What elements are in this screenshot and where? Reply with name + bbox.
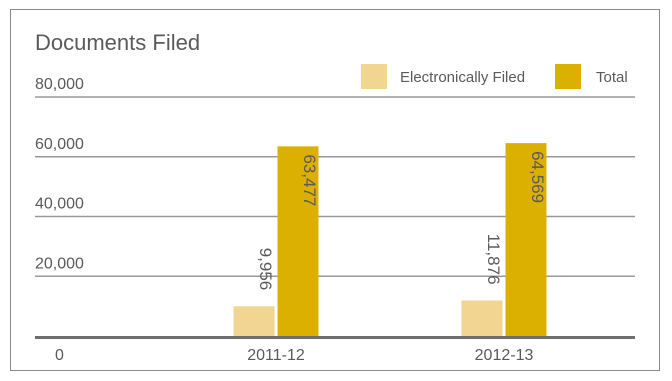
y-axis: 0 20,000 40,000 60,000 80,000 bbox=[35, 76, 84, 364]
legend-label: Total bbox=[596, 69, 628, 86]
legend-label: Electronically Filed bbox=[400, 69, 525, 86]
bar-electronically-filed-2012-13 bbox=[461, 300, 503, 336]
chart-title: Documents Filed bbox=[35, 30, 200, 55]
x-tick-label: 2012-13 bbox=[475, 347, 534, 364]
x-tick-label: 2011-12 bbox=[247, 347, 305, 364]
data-label: 64,569 bbox=[528, 151, 547, 203]
bar-total-2011-12 bbox=[277, 146, 319, 336]
chart-bars: 9,956 63,477 11,876 64,569 bbox=[233, 143, 547, 336]
chart-legend: Electronically Filed Total bbox=[361, 64, 628, 89]
data-label: 9,956 bbox=[256, 248, 275, 291]
data-label: 63,477 bbox=[300, 154, 319, 206]
x-axis: 2011-12 2012-13 bbox=[35, 336, 635, 364]
bar-total-2012-13 bbox=[505, 143, 547, 336]
data-label: 11,876 bbox=[484, 234, 503, 285]
y-tick-label: 0 bbox=[55, 347, 64, 364]
chart-frame bbox=[10, 9, 660, 371]
y-tick-label: 40,000 bbox=[35, 196, 84, 213]
y-tick-label: 80,000 bbox=[35, 76, 84, 93]
legend-swatch-total bbox=[555, 64, 581, 89]
legend-swatch-electronically-filed bbox=[361, 64, 387, 89]
y-tick-label: 60,000 bbox=[35, 136, 84, 153]
y-tick-label: 20,000 bbox=[35, 255, 84, 272]
bar-electronically-filed-2011-12 bbox=[233, 306, 275, 336]
